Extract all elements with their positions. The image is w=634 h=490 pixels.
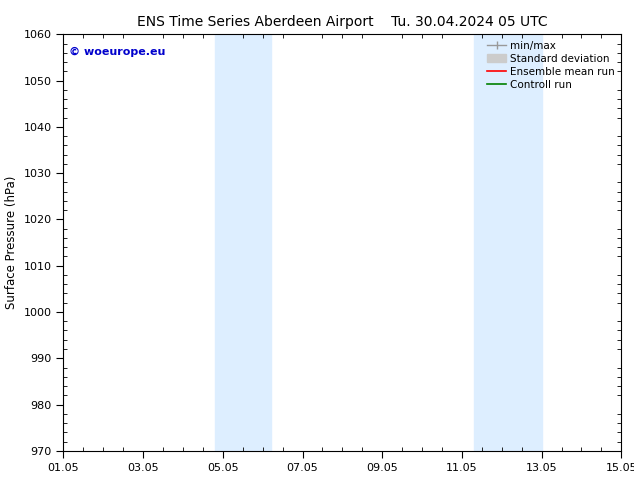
Bar bbox=[474, 34, 541, 451]
Bar bbox=[215, 34, 271, 451]
Title: ENS Time Series Aberdeen Airport    Tu. 30.04.2024 05 UTC: ENS Time Series Aberdeen Airport Tu. 30.… bbox=[137, 15, 548, 29]
Text: © woeurope.eu: © woeurope.eu bbox=[69, 47, 165, 57]
Y-axis label: Surface Pressure (hPa): Surface Pressure (hPa) bbox=[5, 176, 18, 309]
Legend: min/max, Standard deviation, Ensemble mean run, Controll run: min/max, Standard deviation, Ensemble me… bbox=[483, 36, 619, 94]
